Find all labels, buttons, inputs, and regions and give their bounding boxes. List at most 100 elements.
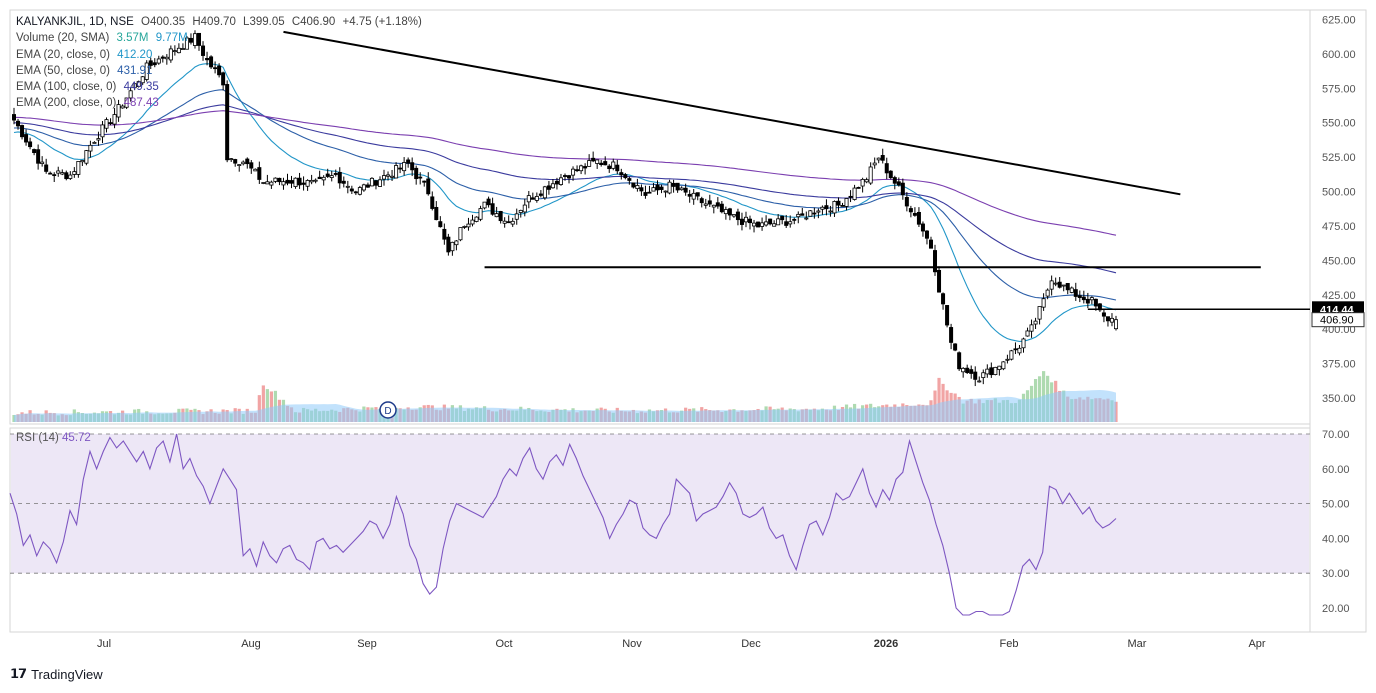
candle (333, 169, 338, 177)
candle (530, 192, 535, 200)
candle (888, 170, 893, 180)
candle-down (398, 167, 403, 170)
candle-up (72, 171, 77, 175)
candle (832, 200, 837, 217)
candle-up (844, 198, 849, 207)
candle-down (257, 167, 262, 180)
candle-up (56, 170, 61, 174)
downtrend-line[interactable] (283, 30, 1181, 196)
candle (928, 236, 933, 249)
candle-down (888, 170, 893, 179)
candle-up (168, 48, 173, 61)
candle-up (136, 81, 141, 87)
legend-ema50[interactable]: EMA (50, close, 0) 431.91 (16, 63, 426, 79)
event-marker-dividend[interactable]: D (379, 401, 397, 419)
candle-down (249, 162, 254, 169)
rsi-tick-label: 40.00 (1322, 533, 1350, 545)
candle-down (213, 67, 218, 70)
candle (357, 185, 362, 196)
candle-down (591, 157, 596, 162)
legend-ema100[interactable]: EMA (100, close, 0) 449.35 (16, 79, 426, 95)
candle (128, 87, 133, 102)
rsi-line (9, 433, 1117, 616)
candle-down (973, 371, 978, 380)
candle-up (993, 366, 998, 375)
candle-down (325, 173, 330, 177)
candle (764, 215, 769, 227)
candle (382, 169, 387, 186)
candle (398, 163, 403, 174)
symbol-name[interactable]: KALYANKJIL, 1D, NSE (16, 16, 134, 28)
event-marker-circle (379, 401, 397, 419)
time-axis[interactable]: Jul Aug Sep Oct Nov Dec 2026 Feb Mar Apr (97, 638, 1266, 650)
ema100-value: 449.35 (123, 81, 159, 94)
candle (631, 182, 636, 189)
candle-down (643, 192, 648, 196)
ema50-value: 431.91 (117, 64, 153, 77)
candle-down (567, 175, 572, 179)
candle (989, 362, 994, 378)
symbol-row[interactable]: KALYANKJIL, 1D, NSE O400.35 H409.70 L399… (16, 14, 426, 30)
candle (1089, 296, 1094, 305)
candle (651, 182, 656, 192)
candle-up (1001, 361, 1006, 370)
candle-down (1105, 316, 1110, 322)
candle (635, 178, 640, 192)
candle-up (522, 204, 527, 213)
rsi-value: 45.72 (62, 432, 91, 444)
candle-up (518, 209, 523, 213)
candle-up (241, 161, 246, 165)
candle-up (1114, 319, 1119, 330)
candle-up (305, 180, 310, 187)
candle (518, 209, 523, 218)
candle-up (752, 222, 757, 227)
candle (941, 292, 946, 310)
candle (534, 192, 539, 203)
candle (1021, 337, 1026, 353)
candle-down (36, 149, 41, 164)
rsi-label: RSI (14) (16, 432, 59, 444)
candle (297, 172, 302, 189)
legend-ema200[interactable]: EMA (200, close, 0) 487.43 (16, 95, 426, 111)
candle-up (88, 144, 93, 152)
candle (353, 190, 358, 196)
candle-down (655, 184, 660, 191)
candle-down (317, 176, 322, 180)
candle (981, 369, 986, 385)
candle-up (494, 213, 499, 218)
rsi-tick-label: 50.00 (1322, 499, 1350, 511)
candle (727, 207, 732, 221)
candle-up (788, 221, 793, 225)
candle-down (225, 84, 230, 161)
candle-down (289, 180, 294, 184)
candle-down (792, 218, 797, 221)
candle-down (739, 218, 744, 225)
candle (390, 169, 395, 181)
legend-volume[interactable]: Volume (20, SMA) 3.57M 9.77M (16, 30, 426, 46)
candle-down (836, 200, 841, 206)
candle (92, 141, 97, 144)
tradingview-footer[interactable]: 𝟭𝟳 TradingView (10, 666, 103, 682)
candle (1033, 317, 1038, 330)
trend-lines[interactable] (283, 30, 1310, 311)
candle-down (800, 213, 805, 216)
candle (414, 165, 419, 185)
ohlc-close: C406.90 (291, 16, 336, 28)
rsi-legend[interactable]: RSI (14) 45.72 (16, 432, 91, 444)
candle-up (180, 48, 185, 50)
candle (197, 32, 202, 51)
candle-up (1069, 287, 1074, 293)
legend-ema20[interactable]: EMA (20, close, 0) 412.20 (16, 47, 426, 63)
price-tick-label: 550.00 (1322, 118, 1356, 130)
candle (731, 214, 736, 218)
candle (293, 177, 298, 189)
candle (438, 216, 443, 228)
candle-down (333, 173, 338, 175)
rsi-tick-label: 70.00 (1322, 429, 1350, 441)
candle (132, 83, 137, 91)
candle-down (941, 293, 946, 305)
candle (241, 160, 246, 166)
candle-up (402, 162, 407, 172)
price-tick-label: 525.00 (1322, 152, 1356, 164)
